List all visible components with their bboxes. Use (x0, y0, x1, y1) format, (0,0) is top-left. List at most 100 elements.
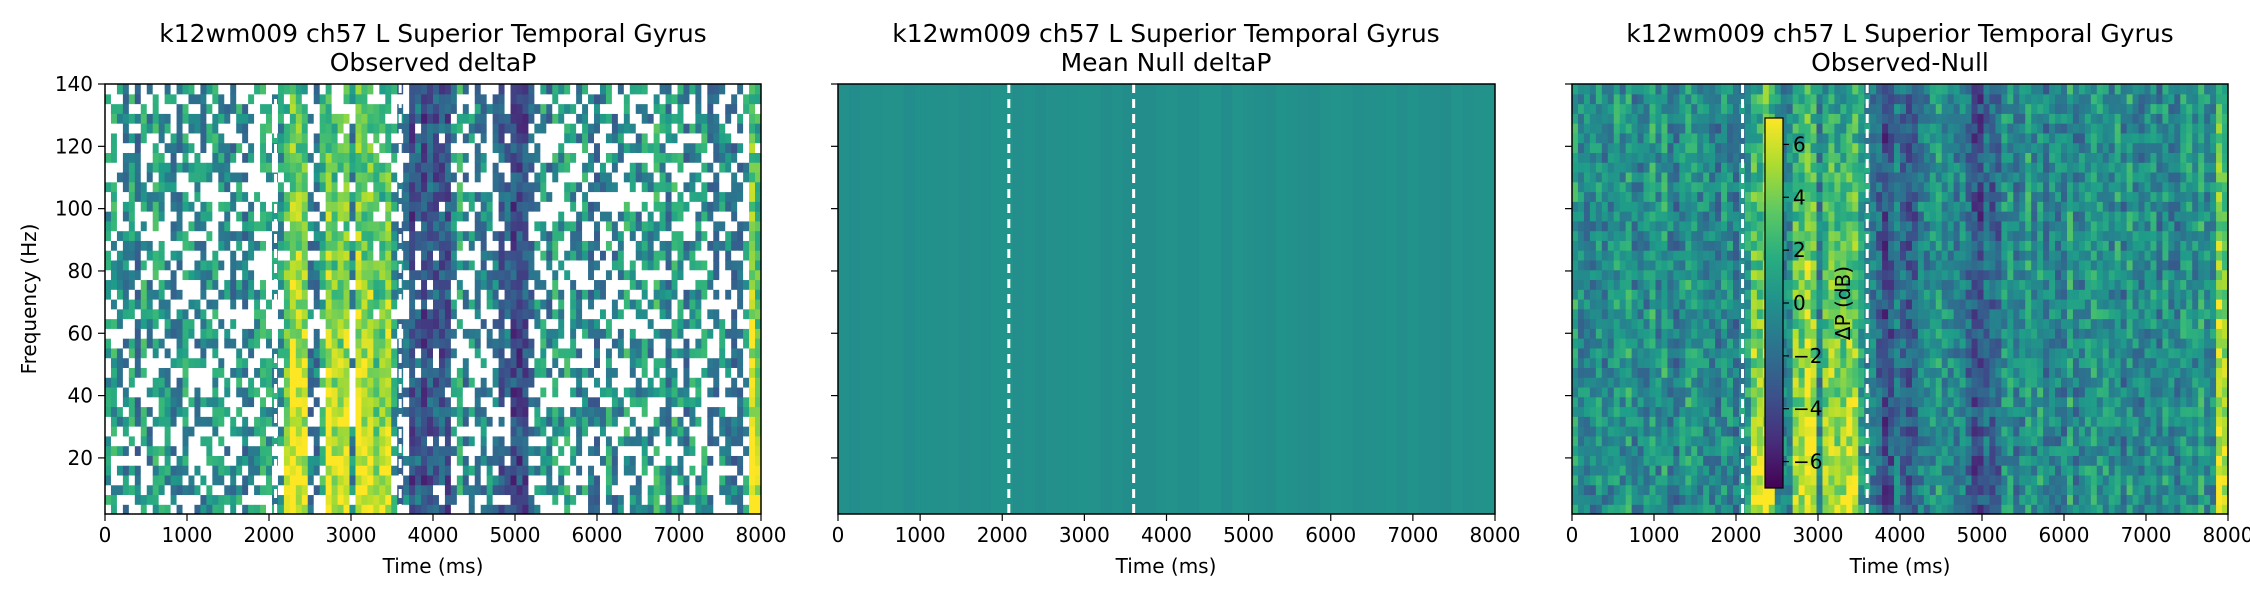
heatmap-cell (498, 171, 506, 183)
heatmap-cell (504, 123, 512, 134)
heatmap-cell (110, 250, 118, 261)
heatmap-cell (492, 259, 500, 271)
heatmap-cell (158, 259, 166, 271)
heatmap-cell (689, 494, 696, 505)
heatmap-cell (582, 445, 589, 456)
heatmap-cell (277, 445, 285, 456)
heatmap-cell (122, 494, 130, 505)
heatmap-cell (462, 494, 470, 505)
heatmap-cell (116, 269, 124, 281)
heatmap-cell (755, 426, 761, 437)
heatmap-cell (534, 416, 541, 427)
heatmap-cell (331, 279, 339, 290)
heatmap-cell (397, 318, 404, 329)
heatmap-cell (206, 347, 213, 359)
heatmap-cell (254, 240, 261, 251)
heatmap-cell (188, 123, 196, 134)
heatmap-cell (731, 201, 738, 212)
heatmap-cell (1572, 396, 1579, 408)
heatmap-cell (337, 259, 345, 271)
heatmap-cell (677, 201, 685, 212)
heatmap-cell (570, 171, 577, 183)
heatmap-cell (230, 406, 237, 417)
heatmap-cell (403, 123, 410, 134)
heatmap-cell (152, 445, 160, 456)
heatmap-cell (379, 484, 386, 496)
heatmap-cell (158, 289, 166, 300)
heatmap-cell (176, 455, 184, 466)
heatmap-cell (427, 211, 434, 222)
heatmap-cell (415, 113, 422, 124)
heatmap-cell (695, 201, 702, 212)
heatmap-column (1286, 84, 1299, 514)
heatmap-cell (343, 201, 351, 212)
heatmap-cell (331, 220, 339, 232)
heatmap-cell (319, 259, 327, 271)
heatmap-cell (498, 220, 506, 232)
heatmap-cell (683, 504, 691, 514)
heatmap-cell (438, 396, 446, 408)
heatmap-cell (242, 386, 249, 398)
heatmap-cell (665, 386, 673, 398)
heatmap-cell (313, 445, 321, 456)
heatmap-cell (546, 269, 553, 281)
heatmap-cell (277, 181, 285, 193)
heatmap-cell (444, 250, 452, 261)
heatmap-cell (641, 220, 649, 232)
heatmap-cell (480, 152, 488, 163)
heatmap-cell (254, 455, 261, 466)
heatmap-cell (391, 220, 398, 232)
heatmap-cell (492, 230, 500, 241)
heatmap-cell (510, 259, 518, 271)
heatmap-cell (516, 259, 524, 271)
heatmap-cell (200, 338, 207, 349)
heatmap-cell (599, 142, 607, 154)
heatmap-cell (379, 250, 386, 261)
heatmap-cell (707, 299, 714, 310)
heatmap-cell (444, 211, 452, 222)
heatmap-cell (588, 357, 595, 369)
heatmap-cell (307, 103, 315, 114)
heatmap-cell (313, 191, 321, 202)
heatmap-cell (158, 367, 166, 378)
heatmap-cell (212, 289, 219, 300)
heatmap-cell (617, 347, 625, 359)
heatmap-cell (731, 240, 738, 251)
heatmap-cell (605, 318, 613, 329)
heatmap-cell (576, 386, 583, 398)
heatmap-cell (755, 269, 761, 281)
heatmap-cell (504, 240, 512, 251)
heatmap-cell (623, 484, 631, 496)
heatmap-cell (164, 211, 172, 222)
heatmap-cell (462, 142, 470, 154)
heatmap-cell (749, 328, 756, 339)
heatmap-cell (689, 328, 696, 339)
heatmap-cell (295, 230, 303, 241)
heatmap-cell (349, 386, 357, 398)
heatmap-cell (134, 338, 142, 349)
heatmap-cell (427, 455, 434, 466)
heatmap-cell (433, 103, 440, 114)
heatmap-cell (611, 494, 619, 505)
heatmap-cell (570, 494, 577, 505)
heatmap-cell (677, 367, 685, 378)
heatmap-cell (546, 191, 553, 202)
heatmap-cell (319, 250, 327, 261)
heatmap-cell (546, 377, 553, 388)
heatmap-cell (260, 191, 267, 202)
heatmap-cell (605, 84, 613, 95)
heatmap-cell (105, 416, 112, 427)
heatmap-cell (480, 103, 488, 114)
heatmap-cell (379, 240, 386, 251)
heatmap-cell (731, 259, 738, 271)
heatmap-cell (343, 367, 351, 378)
heatmap-cell (254, 113, 261, 124)
heatmap-cell (635, 289, 643, 300)
heatmap-cell (576, 308, 583, 320)
heatmap-cell (665, 230, 673, 241)
heatmap-cell (433, 318, 440, 329)
heatmap-cell (248, 445, 255, 456)
heatmap-cell (588, 191, 595, 202)
heatmap-cell (110, 445, 118, 456)
heatmap-cell (504, 211, 512, 222)
